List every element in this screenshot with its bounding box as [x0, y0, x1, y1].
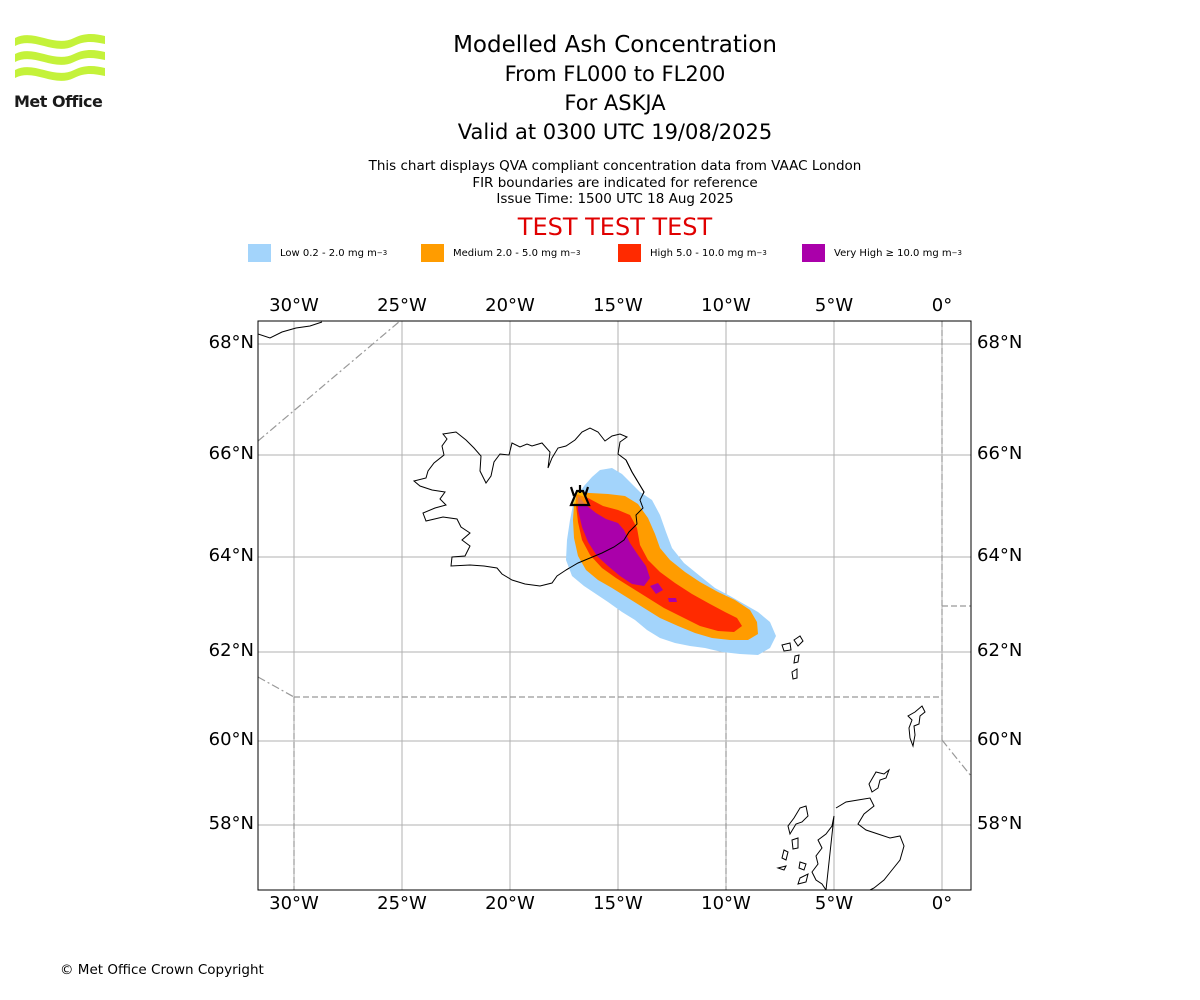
legend-item-very-high: Very High ≥ 10.0 mg m −3: [802, 244, 962, 262]
hebrides: [776, 805, 809, 885]
info-line-issue-time: Issue Time: 1500 UTC 18 Aug 2025: [496, 191, 734, 207]
legend-swatch-very-high: [802, 244, 825, 262]
legend-swatch-medium: [421, 244, 444, 262]
graticule: [258, 321, 971, 890]
legend-item-medium: Medium 2.0 - 5.0 mg m −3: [421, 244, 580, 262]
shetland-islands: [907, 705, 926, 748]
lat-tick-right-68n: 68°N: [977, 332, 1023, 353]
chart-title-block: Modelled Ash Concentration From FL000 to…: [315, 30, 915, 147]
lon-tick-top-15w: 15°W: [593, 295, 643, 316]
legend-label-high: High 5.0 - 10.0 mg m: [650, 247, 757, 259]
info-line-fir: FIR boundaries are indicated for referen…: [472, 174, 758, 191]
lat-tick-right-60n: 60°N: [977, 729, 1023, 750]
legend-swatch-low: [248, 244, 271, 262]
legend-label-low: Low 0.2 - 2.0 mg m: [280, 247, 377, 259]
lat-tick-left-66n: 66°N: [208, 443, 254, 464]
legend-exp-low: −3: [376, 249, 388, 257]
legend-item-low: Low 0.2 - 2.0 mg m −3: [248, 244, 387, 262]
lat-tick-right-66n: 66°N: [977, 443, 1023, 464]
flight-level-range: From FL000 to FL200: [504, 62, 726, 86]
greenland-coastline: [258, 321, 323, 339]
lon-tick-bottom-15w: 15°W: [593, 893, 643, 914]
legend-label-medium: Medium 2.0 - 5.0 mg m: [453, 247, 571, 259]
fir-boundaries: [258, 321, 971, 890]
ash-very-high-patch-2: [668, 598, 677, 602]
lat-tick-left-60n: 60°N: [208, 729, 254, 750]
lat-tick-left-62n: 62°N: [208, 640, 254, 661]
lat-tick-right-58n: 58°N: [977, 813, 1023, 834]
lon-tick-top-25w: 25°W: [377, 295, 427, 316]
faroe-islands: [781, 635, 804, 680]
chart-title: Modelled Ash Concentration: [453, 32, 777, 58]
copyright-notice: © Met Office Crown Copyright: [60, 962, 264, 978]
legend-exp-medium: −3: [570, 249, 581, 257]
lat-tick-right-62n: 62°N: [977, 640, 1023, 661]
lon-tick-bottom-0: 0°: [931, 893, 953, 914]
test-banner: TEST TEST TEST: [517, 213, 713, 241]
met-office-logo: Met Office: [14, 30, 106, 112]
orkney-islands: [868, 768, 891, 793]
lat-tick-right-64n: 64°N: [977, 545, 1023, 566]
lon-tick-bottom-10w: 10°W: [701, 893, 751, 914]
lat-tick-left-64n: 64°N: [208, 545, 254, 566]
volcano-name: For ASKJA: [564, 91, 666, 115]
lon-tick-bottom-20w: 20°W: [485, 893, 535, 914]
chart-info: This chart displays QVA compliant concen…: [315, 158, 915, 208]
ash-very-high-patch-1: [650, 583, 663, 594]
valid-time: Valid at 0300 UTC 19/08/2025: [457, 120, 773, 144]
lon-tick-top-30w: 30°W: [269, 295, 319, 316]
ash-plume: [566, 468, 776, 655]
met-office-wave-icon: [15, 34, 105, 81]
lon-tick-top-0: 0°: [931, 295, 953, 316]
legend-exp-very-high: −3: [951, 249, 962, 257]
lon-tick-top-10w: 10°W: [701, 295, 751, 316]
lon-tick-bottom-30w: 30°W: [269, 893, 319, 914]
legend-exp-high: −3: [756, 249, 767, 257]
map-frame: [257, 320, 972, 891]
volcano-marker-icon: [569, 485, 591, 507]
lon-tick-top-20w: 20°W: [485, 295, 535, 316]
legend-label-very-high: Very High ≥ 10.0 mg m: [834, 247, 952, 259]
info-line-qva: This chart displays QVA compliant concen…: [368, 158, 862, 174]
iceland-east-coast-overlay: [565, 459, 645, 571]
logo-wordmark: Met Office: [14, 92, 103, 111]
lon-tick-top-5w: 5°W: [814, 295, 854, 316]
lon-tick-bottom-25w: 25°W: [377, 893, 427, 914]
legend-item-high: High 5.0 - 10.0 mg m −3: [618, 244, 767, 262]
lon-tick-bottom-5w: 5°W: [814, 893, 854, 914]
lat-tick-left-68n: 68°N: [208, 332, 254, 353]
ash-very-high: [578, 496, 650, 586]
legend-swatch-high: [618, 244, 641, 262]
lat-tick-left-58n: 58°N: [208, 813, 254, 834]
scotland-coastline: [811, 797, 905, 890]
